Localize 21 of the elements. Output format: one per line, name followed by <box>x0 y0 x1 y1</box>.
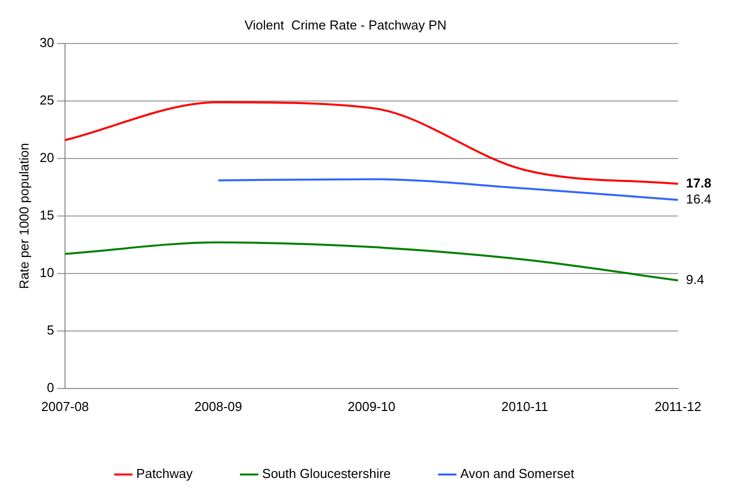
y-tick-label: 0 <box>46 380 54 395</box>
x-tick-label: 2007-08 <box>41 398 89 414</box>
legend-label: South Gloucestershire <box>262 466 391 482</box>
x-tick-label: 2008-09 <box>194 398 242 414</box>
data-label: 9.4 <box>686 272 704 287</box>
y-tick-label: 5 <box>46 322 54 338</box>
y-tick-label: 10 <box>40 265 54 280</box>
legend-label: Avon and Somerset <box>460 466 575 482</box>
x-tick-label: 2009-10 <box>348 398 396 414</box>
x-tick-label: 2010-11 <box>501 398 548 414</box>
y-tick-label: 15 <box>40 208 54 223</box>
data-label: 17.8 <box>686 175 712 190</box>
y-tick-label: 25 <box>40 92 54 108</box>
data-label: 16.4 <box>686 191 712 206</box>
y-tick-label: 30 <box>40 35 54 50</box>
chart-title: Violent Crime Rate - Patchway PN <box>244 17 447 32</box>
y-tick-label: 20 <box>40 150 54 166</box>
line-series <box>217 178 679 201</box>
legend-label: Patchway <box>136 466 194 482</box>
x-tick-label: 2011-12 <box>654 398 702 414</box>
y-axis-title: Rate per 1000 population <box>16 142 32 290</box>
